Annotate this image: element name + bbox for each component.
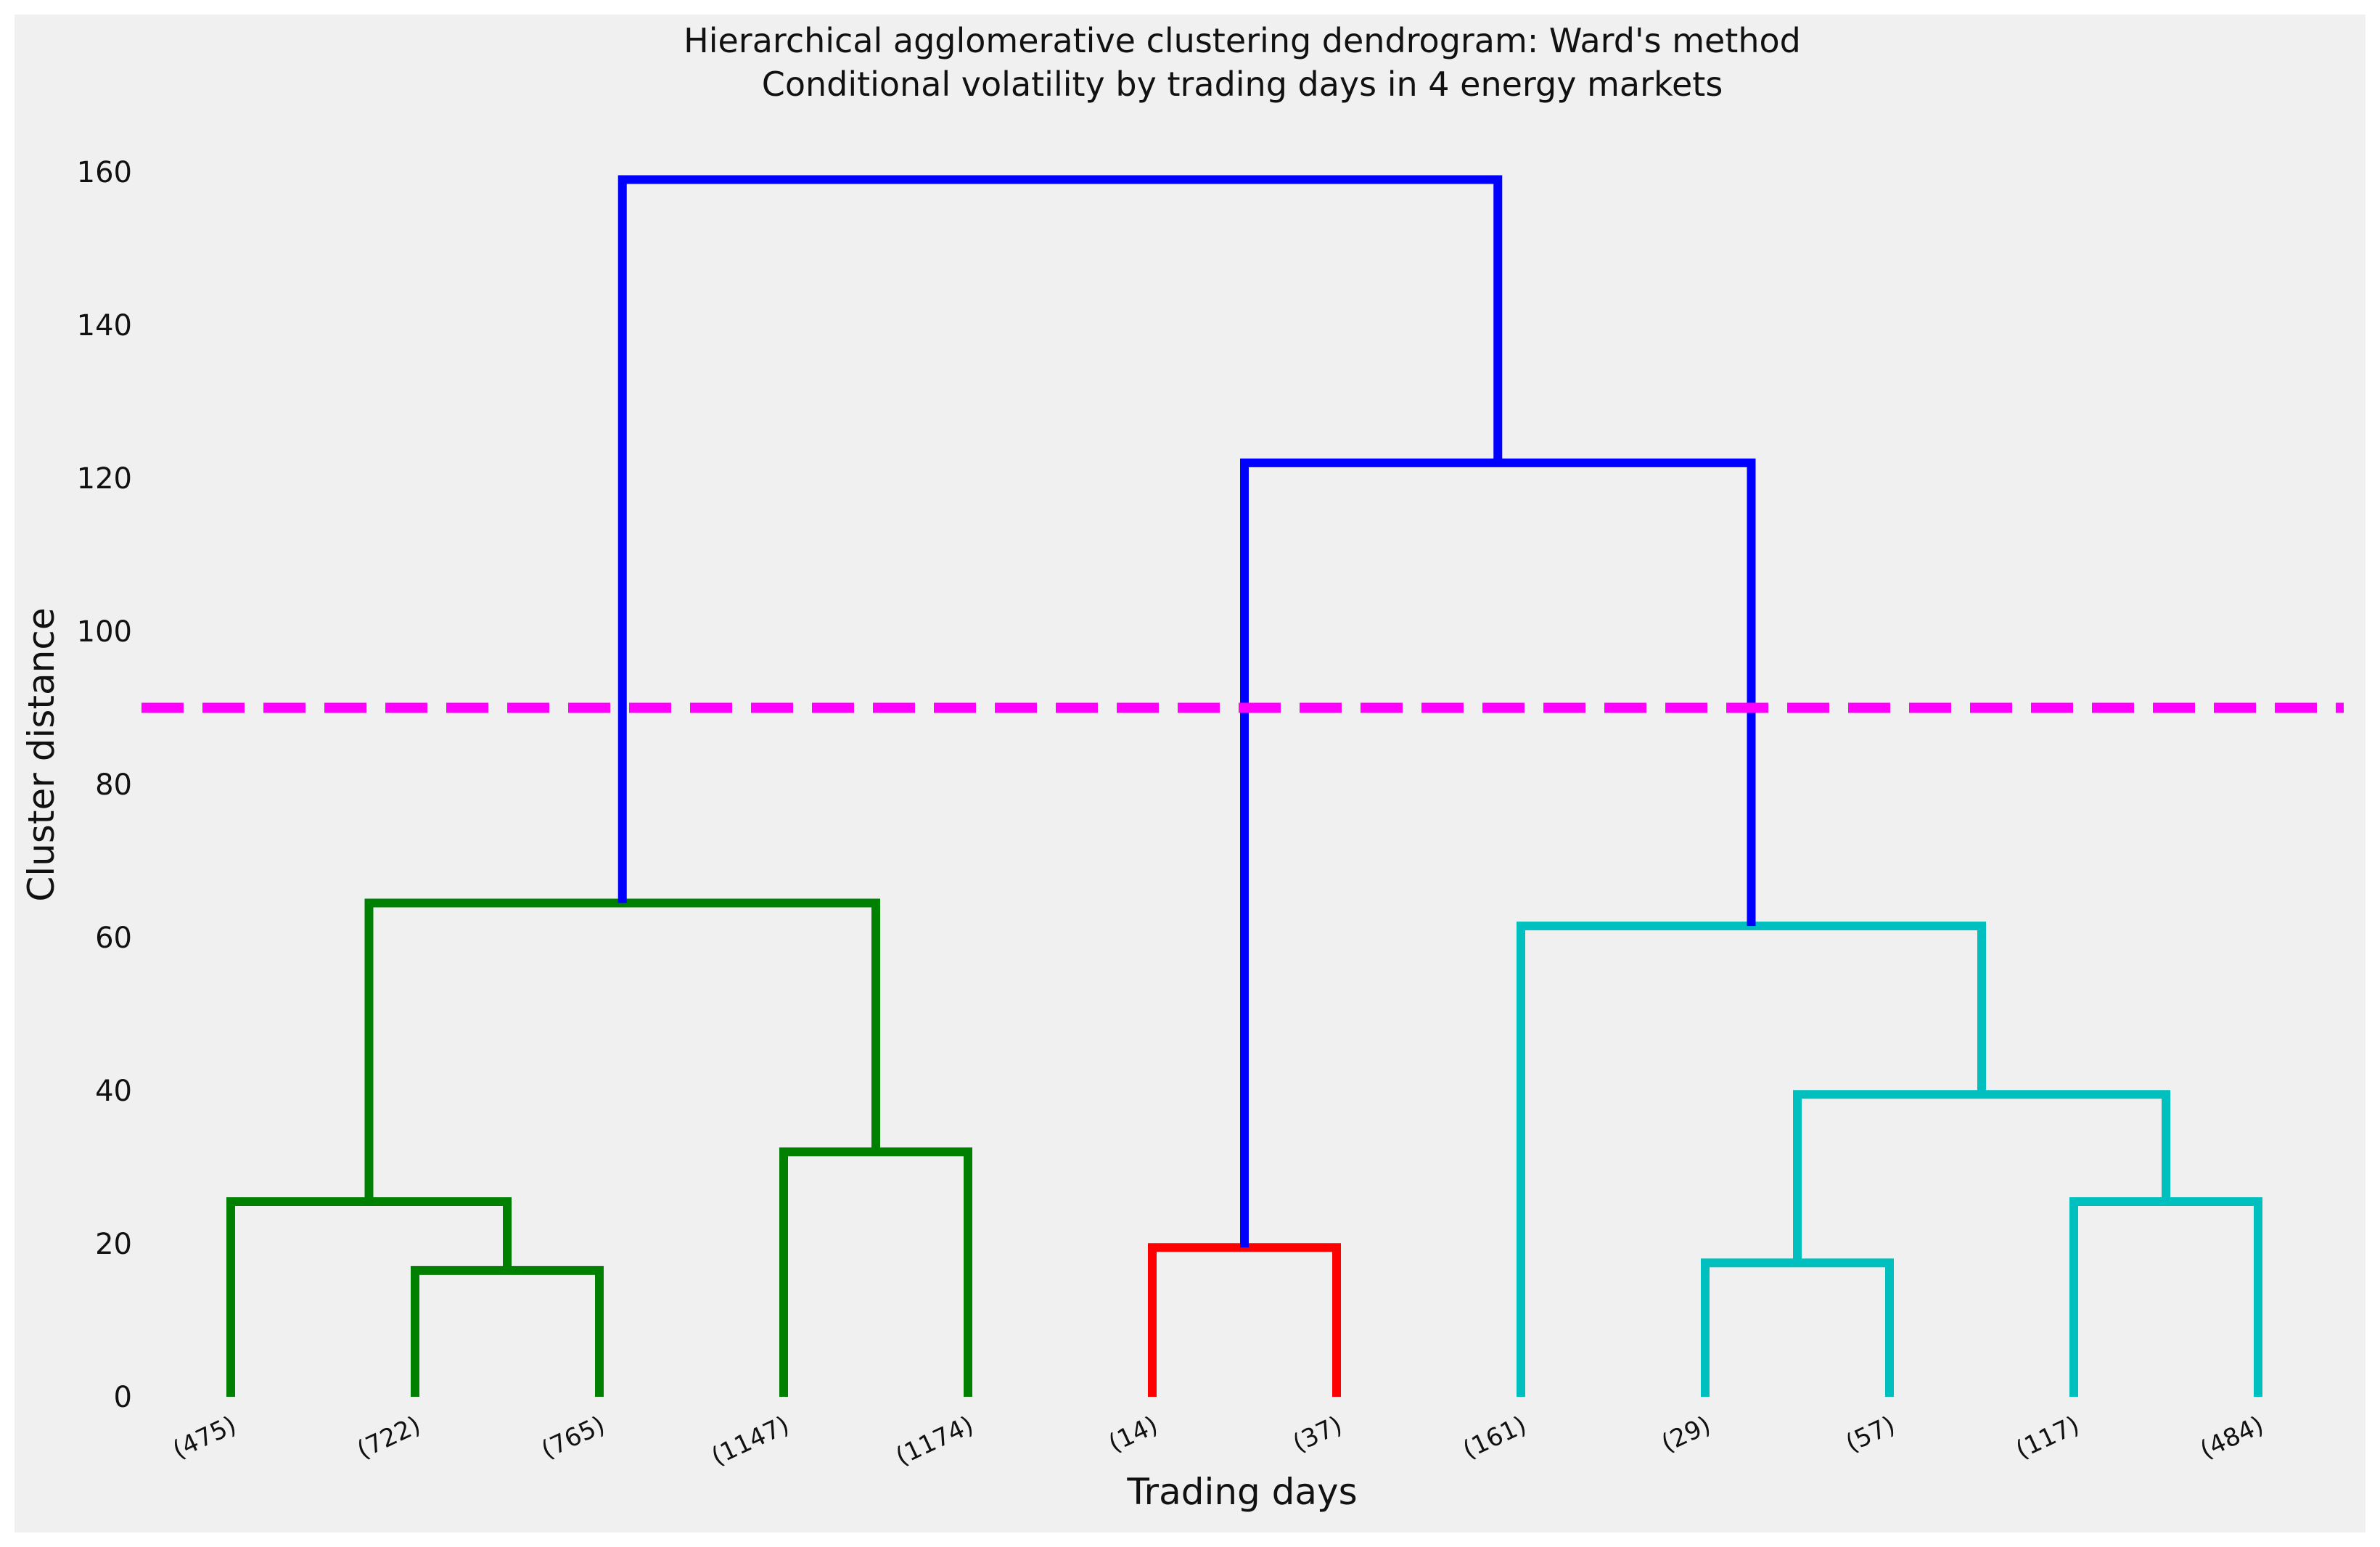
x-tick-label: (57) — [1842, 1411, 1900, 1458]
chart-title-line-1: Hierarchical agglomerative clustering de… — [684, 21, 1801, 60]
y-tick-label: 20 — [95, 1228, 132, 1261]
x-tick-label: (37) — [1289, 1411, 1347, 1458]
x-tick-label: (161) — [1458, 1411, 1531, 1465]
y-axis-label: Cluster distance — [20, 607, 62, 901]
x-tick-label: (14) — [1104, 1411, 1162, 1458]
dendrogram-link-r1 — [1148, 1243, 1341, 1397]
dendrogram-link-c4 — [1517, 922, 1986, 1397]
y-tick-label: 100 — [77, 615, 132, 649]
y-tick-label: 60 — [95, 922, 132, 955]
dendrogram-link-g4 — [364, 898, 880, 1202]
chart-frame — [15, 15, 2365, 1532]
x-axis-ticks: (475) (722) (765) (1147) (1174) (14) (37) (161)… — [168, 1411, 2268, 1472]
x-tick-label: (1174) — [891, 1411, 977, 1472]
dendrogram-link-b1 — [1240, 458, 1756, 1248]
x-axis-label: Trading days — [1126, 1471, 1357, 1513]
x-tick-label: (117) — [2011, 1411, 2084, 1465]
x-tick-label: (1147) — [707, 1411, 793, 1472]
x-tick-label: (484) — [2196, 1411, 2268, 1465]
chart-title-line-2: Conditional volatility by trading days i… — [762, 65, 1723, 104]
dendrogram-link-c2 — [2069, 1197, 2262, 1397]
x-tick-label: (29) — [1657, 1411, 1715, 1458]
dendrogram-link-c1 — [1701, 1258, 1894, 1397]
dendrogram-links — [226, 175, 2262, 1397]
y-axis-ticks: 0 20 40 60 80 100 120 140 160 — [77, 156, 132, 1414]
y-tick-label: 140 — [77, 309, 132, 342]
x-tick-label: (475) — [168, 1411, 241, 1465]
x-tick-label: (722) — [353, 1411, 425, 1465]
y-tick-label: 160 — [77, 156, 132, 189]
x-tick-label: (765) — [537, 1411, 610, 1465]
dendrogram-link-b2 — [617, 175, 1503, 903]
dendrogram-link-g3 — [779, 1147, 972, 1397]
dendrogram-link-g1 — [411, 1265, 604, 1397]
dendrogram-link-g2 — [226, 1197, 512, 1397]
y-tick-label: 40 — [95, 1075, 132, 1108]
dendrogram-link-c3 — [1793, 1090, 2170, 1263]
y-tick-label: 80 — [95, 768, 132, 802]
y-tick-label: 120 — [77, 462, 132, 496]
y-tick-label: 0 — [114, 1381, 132, 1414]
